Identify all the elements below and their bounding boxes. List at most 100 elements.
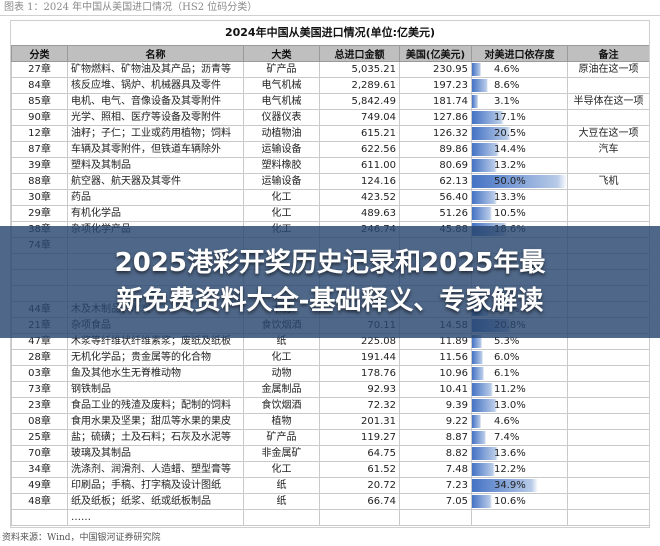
cell-us-dependency [471, 509, 568, 526]
cell-category-code: 25章 [11, 429, 68, 446]
cell-note [567, 445, 649, 462]
cell-category-code: 27章 [11, 61, 68, 78]
cell-category-code: 29章 [11, 205, 68, 222]
cell-total-import: 20.72 [319, 477, 400, 494]
cell-us-import: 9.39 [399, 397, 472, 414]
cell-category-code: 49章 [11, 477, 68, 494]
cell-name: 食用水果及坚果；甜瓜等水果的果皮 [67, 413, 244, 430]
cell-total-import: 191.44 [319, 349, 400, 366]
cell-category-code: 73章 [11, 381, 68, 398]
cell-us-import: 7.48 [399, 461, 472, 478]
dependency-bar [472, 111, 505, 124]
cell-category-code: 87章 [11, 141, 68, 158]
cell-category-code: 34章 [11, 461, 68, 478]
cell-name: 玻璃及其制品 [67, 445, 244, 462]
cell-us-import: 181.74 [399, 93, 472, 110]
dependency-bar [472, 207, 492, 220]
cell-us-dependency: 13.2% [471, 157, 568, 174]
header-total-import: 总进口金额 [319, 45, 400, 62]
dependency-value: 13.6% [494, 447, 526, 459]
table-row: 34章 洗涤剂、润滑剂、人造蜡、塑型膏等 化工 61.52 7.48 12.2% [11, 461, 649, 478]
cell-total-import: 423.52 [319, 189, 400, 206]
cell-total-import: 66.74 [319, 493, 400, 510]
dependency-bar [472, 191, 498, 204]
cell-us-import: 7.23 [399, 477, 472, 494]
cell-name: 车辆及其零附件，但铁道车辆除外 [67, 141, 244, 158]
cell-note [567, 429, 649, 446]
cell-category-code: 39章 [11, 157, 68, 174]
cell-sector: 纸 [243, 477, 320, 494]
cell-name: 鱼及其他水生无脊椎动物 [67, 365, 244, 382]
cell-total-import: 92.93 [319, 381, 400, 398]
dependency-bar [472, 495, 493, 508]
cell-category-code: 88章 [11, 173, 68, 190]
dependency-value: 5.3% [494, 335, 520, 347]
table-row: …… [11, 509, 649, 526]
cell-total-import: 178.76 [319, 365, 400, 382]
cell-note: 原油在这一项 [567, 61, 649, 78]
cell-us-import: 11.56 [399, 349, 472, 366]
header-us-dependency: 对美进口依存度 [471, 45, 568, 62]
cell-us-dependency: 13.3% [471, 189, 568, 206]
cell-sector: 非金属矿 [243, 445, 320, 462]
table-row: 25章 盐；硫磺；土及石料；石灰及水泥等 矿产品 119.27 8.87 7.4% [11, 429, 649, 446]
dependency-value: 13.3% [494, 191, 526, 203]
cell-sector: 纸 [243, 493, 320, 510]
table-row: 87章 车辆及其零附件，但铁道车辆除外 运输设备 622.56 89.86 14.4% 汽车 [11, 141, 649, 158]
cell-category-code: 08章 [11, 413, 68, 430]
cell-name: 矿物燃料、矿物油及其产品；沥青等 [67, 61, 244, 78]
cell-note: 汽车 [567, 141, 649, 158]
cell-category-code: 23章 [11, 397, 68, 414]
cell-total-import: 201.31 [319, 413, 400, 430]
cell-sector: 食饮烟酒 [243, 397, 320, 414]
cell-total-import: 72.32 [319, 397, 400, 414]
table-row: 84章 核反应堆、锅炉、机械器具及零件 电气机械 2,289.61 197.23 8.6% [11, 77, 649, 94]
cell-sector: 运输设备 [243, 173, 320, 190]
cell-category-code: 28章 [11, 349, 68, 366]
cell-note [567, 397, 649, 414]
dependency-bar [472, 447, 498, 460]
dependency-bar [472, 431, 487, 444]
cell-us-dependency: 4.6% [471, 61, 568, 78]
dependency-value: 13.0% [494, 399, 526, 411]
dependency-value: 34.9% [494, 479, 526, 491]
headline-banner: 2025港彩开奖历史记录和2025年最 新免费资料大全-基础释义、专家解读 [0, 226, 660, 338]
dependency-value: 20.5% [494, 127, 526, 139]
cell-us-import: 80.69 [399, 157, 472, 174]
cell-sector: 化工 [243, 349, 320, 366]
dependency-bar [472, 159, 498, 172]
dependency-value: 12.2% [494, 463, 526, 475]
headline-line-2: 新免费资料大全-基础释义、专家解读 [116, 286, 544, 316]
cell-sector: 化工 [243, 189, 320, 206]
cell-us-dependency: 7.4% [471, 429, 568, 446]
cell-name: 盐；硫磺；土及石料；石灰及水泥等 [67, 429, 244, 446]
cell-sector: 化工 [243, 205, 320, 222]
cell-total-import: 64.75 [319, 445, 400, 462]
cell-name: 洗涤剂、润滑剂、人造蜡、塑型膏等 [67, 461, 244, 478]
dependency-value: 7.4% [494, 431, 520, 443]
cell-us-import: 8.87 [399, 429, 472, 446]
cell-sector: 塑料橡胶 [243, 157, 320, 174]
table-row: 73章 钢铁制品 金属制品 92.93 10.41 11.2% [11, 381, 649, 398]
dependency-bar [472, 479, 539, 492]
cell-us-dependency: 6.1% [471, 365, 568, 382]
cell-category-code: 48章 [11, 493, 68, 510]
cell-us-import: 9.22 [399, 413, 472, 430]
cell-us-dependency: 10.5% [471, 205, 568, 222]
cell-note [567, 365, 649, 382]
cell-category-code: 84章 [11, 77, 68, 94]
cell-note: 大豆在这一项 [567, 125, 649, 142]
cell-name: 印刷品；手稿、打字稿及设计图纸 [67, 477, 244, 494]
table-row: 29章 有机化学品 化工 489.63 51.26 10.5% [11, 205, 649, 222]
table-row: 49章 印刷品；手稿、打字稿及设计图纸纸 20.72 7.23 34.9% [11, 477, 649, 494]
cell-total-import: 5,035.21 [319, 61, 400, 78]
dependency-bar [472, 415, 481, 428]
table-row: 28章 无机化学品；贵金属等的化合物 化工 191.44 11.56 6.0% [11, 349, 649, 366]
cell-note [567, 381, 649, 398]
cell-total-import: 622.56 [319, 141, 400, 158]
cell-category-code: 30章 [11, 189, 68, 206]
cell-note [567, 413, 649, 430]
cell-note: 半导体在这一项 [567, 93, 649, 110]
dependency-value: 14.4% [494, 143, 526, 155]
cell-us-import: 10.41 [399, 381, 472, 398]
